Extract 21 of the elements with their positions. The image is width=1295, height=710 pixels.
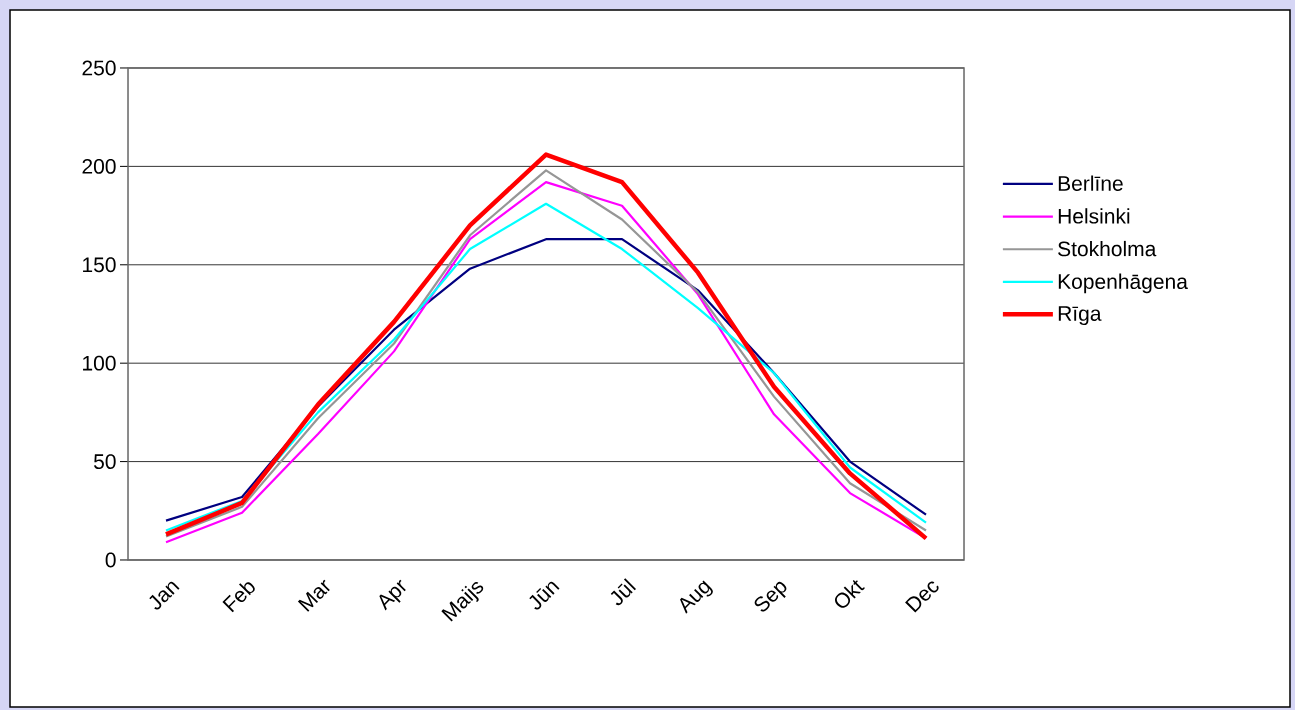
x-tick-label: Apr bbox=[379, 579, 406, 611]
x-tick-label: Feb bbox=[222, 582, 255, 613]
x-tick-label: Jūn bbox=[529, 581, 560, 610]
y-tick-label: 200 bbox=[82, 158, 116, 174]
x-tick-label: Jan bbox=[149, 581, 180, 610]
x-tick-label: Jūl bbox=[610, 578, 637, 606]
y-tick-label: 100 bbox=[83, 355, 116, 371]
x-tick-label: Okt bbox=[834, 580, 865, 608]
legend-label: Kopenhāgena bbox=[1058, 273, 1188, 294]
x-tick-label: Mar bbox=[297, 579, 330, 612]
x-tick-label: Sep bbox=[754, 581, 787, 612]
y-tick-label: 50 bbox=[93, 454, 116, 470]
y-tick-label: 250 bbox=[82, 60, 116, 76]
y-tick-label: 0 bbox=[105, 552, 116, 568]
legend-label: Helsinki bbox=[1058, 208, 1130, 224]
y-tick-label: 150 bbox=[83, 257, 116, 273]
x-tick-label: Dec bbox=[905, 581, 939, 613]
legend-label: Berlīne bbox=[1058, 175, 1123, 191]
legend-label: Rīga bbox=[1058, 306, 1102, 326]
x-tick-label: Aug bbox=[680, 580, 713, 614]
legend-label: Stokholma bbox=[1058, 240, 1157, 257]
